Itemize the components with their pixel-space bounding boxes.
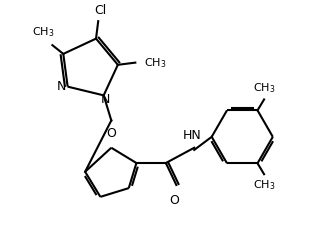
Text: O: O [170,194,179,207]
Text: N: N [56,80,66,93]
Text: Cl: Cl [94,4,107,17]
Text: CH$_3$: CH$_3$ [32,25,55,39]
Text: CH$_3$: CH$_3$ [253,179,275,192]
Text: N: N [101,93,110,106]
Text: HN: HN [183,129,202,142]
Text: O: O [106,127,116,140]
Text: CH$_3$: CH$_3$ [253,81,275,95]
Text: CH$_3$: CH$_3$ [144,56,166,69]
